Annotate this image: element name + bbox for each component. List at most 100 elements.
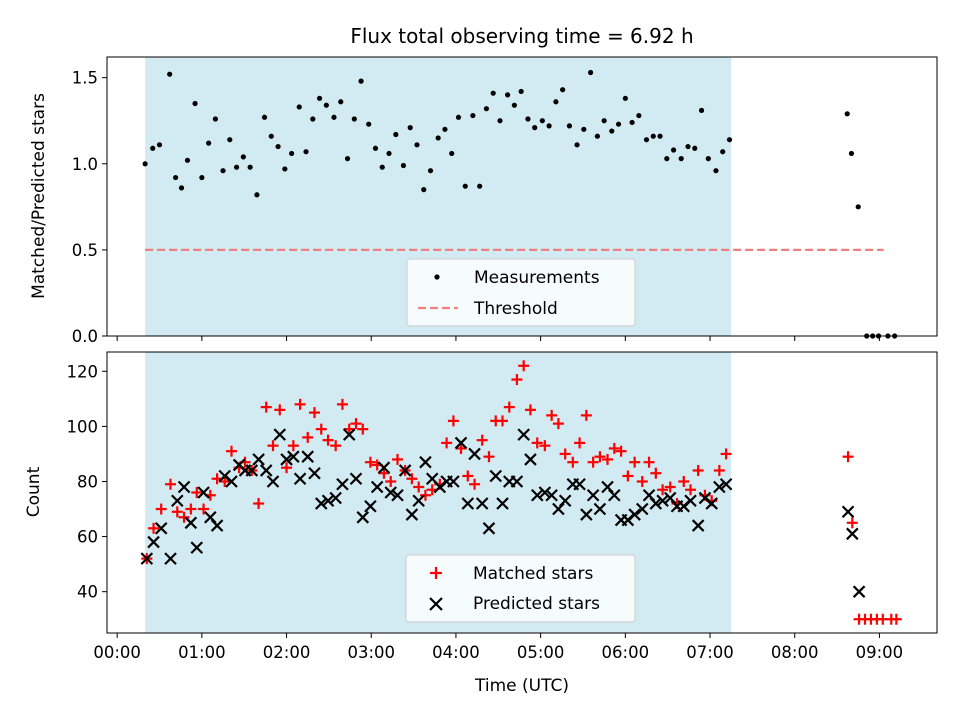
measurement-point [518, 88, 524, 95]
measurement-point [574, 142, 580, 148]
measurement-point [173, 174, 179, 181]
measurement-point [323, 102, 329, 108]
x-tick-label: 01:00 [178, 643, 226, 662]
matched-star-point [455, 442, 467, 454]
measurement-point [726, 137, 733, 143]
matched-star-point [364, 456, 376, 468]
matched-star-point [546, 409, 558, 421]
matched-star-point [685, 484, 697, 496]
bottom-legend-box [405, 554, 636, 623]
predicted-star-point [496, 497, 509, 510]
measurement-point [254, 192, 260, 198]
predicted-star-point [364, 499, 377, 513]
matched-star-point [413, 481, 425, 493]
matched-star-point [336, 398, 348, 410]
predicted-star-point [321, 494, 335, 508]
matched-star-point [657, 484, 669, 496]
measurement-point [275, 143, 281, 150]
measurement-point [316, 95, 323, 101]
measurement-points [142, 69, 898, 339]
measurement-point [664, 156, 670, 162]
matched-star-point [191, 487, 203, 498]
measurement-point [331, 114, 337, 120]
measurement-point [581, 126, 587, 132]
predicted-star-point [510, 475, 524, 488]
matched-star-point [608, 442, 620, 454]
measurement-point [546, 123, 552, 129]
matched-star-point [497, 415, 509, 427]
predicted-star-point [349, 472, 363, 486]
measurement-point [351, 116, 357, 122]
predicted-star-point [259, 464, 273, 477]
measurement-point [184, 157, 191, 163]
predicted-star-point [635, 502, 649, 516]
legend-matched-label: Matched stars [473, 564, 593, 584]
matched-star-point [462, 470, 474, 482]
y-tick-label: 100 [67, 417, 99, 436]
matched-star-point [594, 451, 606, 463]
measurement-point [427, 168, 434, 174]
predicted-star-point [293, 472, 307, 486]
matched-star-point [890, 613, 902, 625]
predicted-star-point [377, 461, 391, 474]
legend-measurements-label: Measurements [474, 268, 600, 288]
matched-star-point [720, 448, 732, 460]
predicted-star-point [398, 464, 412, 477]
matched-star-point [511, 374, 523, 386]
measurement-point [310, 116, 316, 122]
bottom-axes-frame [106, 351, 938, 634]
measurement-point [483, 106, 490, 112]
predicted-star-point [252, 453, 265, 466]
measurement-point [560, 87, 566, 93]
measurement-point [442, 126, 448, 132]
x-tick-label: 07:00 [686, 643, 734, 662]
predicted-star-point [489, 469, 503, 483]
predicted-star-point [593, 502, 607, 516]
top-legend-box [406, 258, 636, 327]
matched-star-point [330, 440, 342, 452]
matched-star-point [198, 503, 210, 515]
y-tick-label: 0.0 [72, 327, 98, 346]
matched-star-point [602, 453, 614, 465]
matched-star-point [518, 360, 530, 372]
predicted-star-point [356, 511, 370, 524]
predicted-star-point [719, 477, 733, 491]
predicted-star-point [314, 497, 328, 510]
predicted-star-point [266, 475, 280, 488]
predicted-star-point [370, 480, 384, 494]
x-tick-label: 04:00 [432, 643, 480, 662]
legend-matched-marker [430, 567, 442, 579]
predicted-star-point [287, 450, 300, 463]
top-x-tick-marks [116, 336, 880, 341]
matched-star-point [185, 503, 197, 515]
predicted-star-point [482, 522, 496, 535]
measurement-point [220, 168, 226, 174]
x-tick-label: 03:00 [347, 643, 395, 662]
predicted-star-point [705, 497, 718, 510]
predicted-star-point [684, 494, 697, 508]
matched-star-point [643, 456, 655, 468]
predicted-star-point [475, 497, 489, 510]
predicted-star-point [308, 466, 321, 480]
measurement-point [212, 116, 219, 122]
x-tick-label: 00:00 [93, 643, 141, 662]
top-y-ticks: 0.0 0.5 1.0 1.5 [72, 69, 107, 346]
matched-star-point [846, 517, 858, 529]
measurement-point [358, 78, 364, 84]
predicted-star-point [656, 494, 669, 508]
matched-star-point [692, 464, 704, 476]
predicted-star-point [412, 494, 425, 508]
measurement-point [407, 125, 413, 131]
matched-star-point [447, 415, 459, 427]
bottom-y-axis-label: Count [24, 466, 44, 517]
predicted-star-point [171, 494, 184, 508]
x-tick-label: 09:00 [856, 643, 904, 662]
predicted-star-point [468, 447, 481, 461]
predicted-star-point [405, 508, 419, 521]
matched-star-point [567, 456, 579, 468]
y-tick-label: 60 [77, 528, 98, 547]
predicted-star-point [517, 428, 530, 441]
measurement-point [713, 168, 719, 174]
measurement-point [303, 149, 309, 155]
